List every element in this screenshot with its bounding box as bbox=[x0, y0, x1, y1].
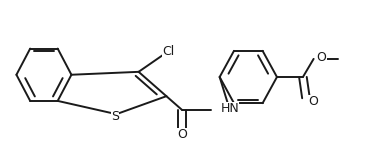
Text: HN: HN bbox=[220, 102, 239, 115]
Text: S: S bbox=[111, 110, 119, 123]
Text: O: O bbox=[177, 128, 187, 141]
Text: O: O bbox=[308, 95, 318, 108]
Text: O: O bbox=[317, 51, 327, 64]
Text: Cl: Cl bbox=[162, 45, 174, 58]
